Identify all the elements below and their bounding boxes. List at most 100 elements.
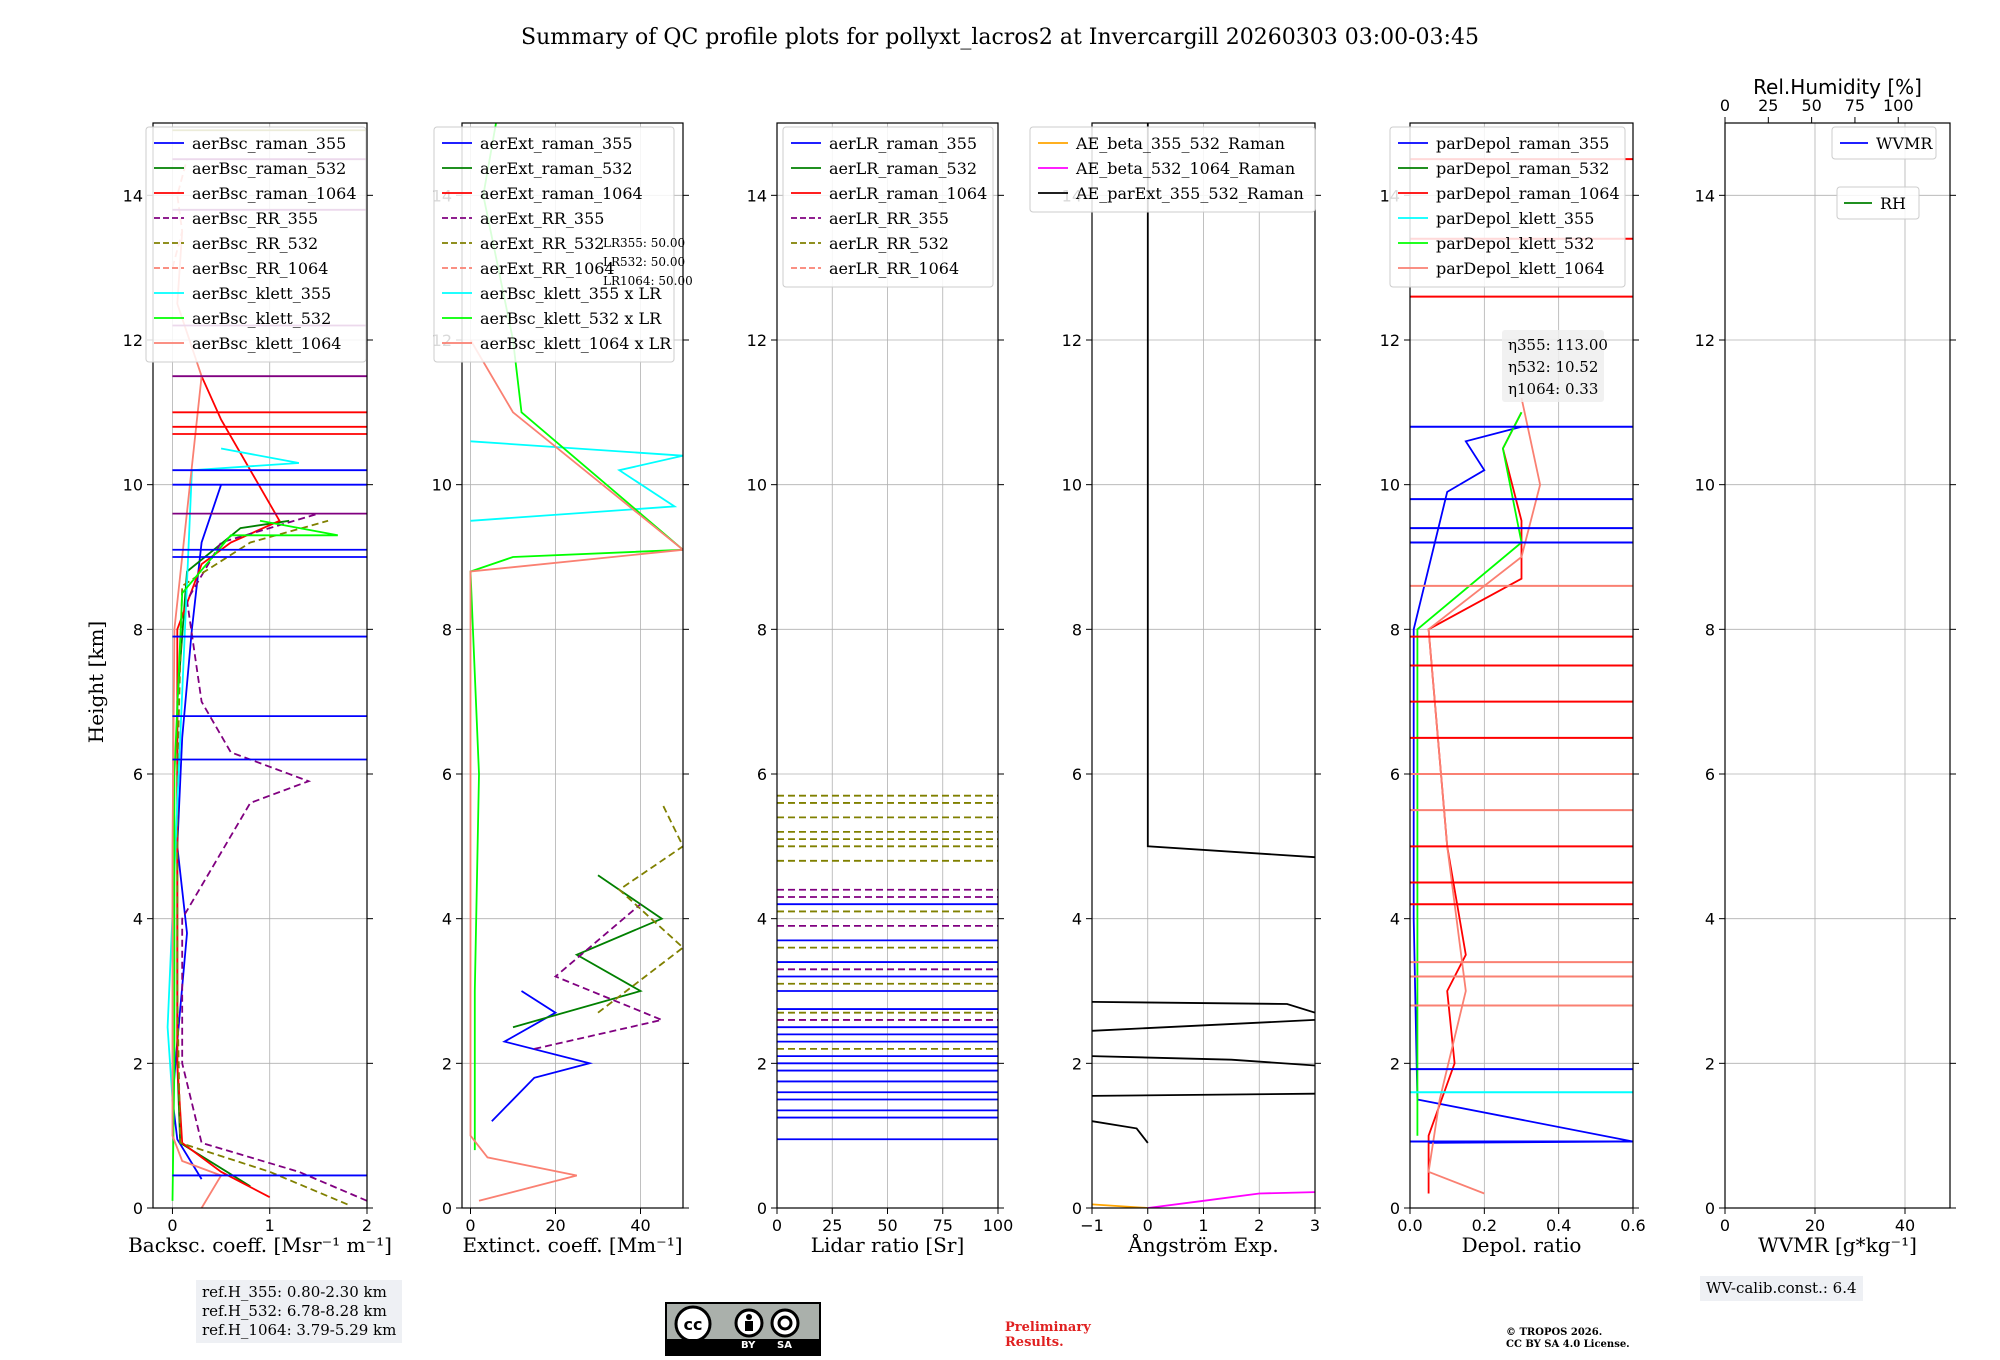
series-aerbsc-rr-355 <box>181 512 367 1202</box>
legend-label-aerlr-raman-532: aerLR_raman_532 <box>829 159 977 178</box>
y-tick-label: 8 <box>1705 620 1715 639</box>
y-tick-label: 0 <box>442 1199 452 1218</box>
x-tick-label: 40 <box>630 1216 650 1235</box>
x-tick-label: 0 <box>772 1216 782 1235</box>
legend-box <box>433 126 675 363</box>
series-aerbsc-klett-1064-x-lr <box>469 339 683 1202</box>
reference-heights-box: ref.H_355: 0.80-2.30 km ref.H_532: 6.78-… <box>196 1280 403 1343</box>
legend-label-aerbsc-klett-532-x-lr: aerBsc_klett_532 x LR <box>480 309 662 328</box>
eta-label: η355: 113.00 <box>1508 336 1608 354</box>
cc-icon <box>674 1305 712 1340</box>
series-ae-parext-step <box>1092 1019 1315 1032</box>
x-tick-label: 0.6 <box>1620 1216 1645 1235</box>
x-axis-label: Extinct. coeff. [Mm⁻¹] <box>462 1233 682 1257</box>
panel-angstrom: −1012302468101214Ångström Exp.AE_beta_35… <box>1029 122 1321 1257</box>
legend-lidar_ratio: aerLR_raman_355 aerLR_raman_532 aerLR_rama… <box>782 126 994 288</box>
legend-label-aerlr-rr-532: aerLR_RR_532 <box>829 234 949 253</box>
lidar-ratio-label: LR355: 50.00 <box>603 236 685 250</box>
legend-label-pardepol-raman-1064: parDepol_raman_1064 <box>1436 184 1620 203</box>
legend-label-aerlr-rr-1064: aerLR_RR_1064 <box>829 259 959 278</box>
copyright-note: © TROPOS 2026. CC BY SA 4.0 License. <box>1506 1327 1630 1351</box>
top-x-tick-label: 0 <box>1720 96 1730 115</box>
top-x-tick-label: 50 <box>1801 96 1821 115</box>
legend-label-ae-beta-532-1064-raman: AE_beta_532_1064_Raman <box>1075 159 1295 178</box>
y-tick-label: 2 <box>1705 1054 1715 1073</box>
series-aerbsc-raman-532 <box>176 519 290 1188</box>
series-ae-parext-step <box>1092 1092 1315 1097</box>
series-pardepol-raman-355 <box>1412 425 1633 1144</box>
x-tick-label: 25 <box>822 1216 842 1235</box>
data-lidar_ratio <box>777 794 998 1141</box>
axes-frame <box>776 122 999 1209</box>
series-ae-parext-step <box>1146 123 1315 859</box>
y-tick-label: 6 <box>1705 765 1715 784</box>
legend-label-aerbsc-rr-1064: aerBsc_RR_1064 <box>192 259 328 278</box>
share-alike-icon <box>770 1308 800 1338</box>
y-tick-label: 6 <box>133 765 143 784</box>
legend-label-wvmr: WVMR <box>1876 134 1933 153</box>
panel-depolarization: 0.00.20.40.602468101214Depol. ratioparDe… <box>1380 122 1646 1257</box>
y-tick-label: 12 <box>123 331 143 350</box>
x-tick-label: 0 <box>1720 1216 1730 1235</box>
legend-label-aerext-raman-355: aerExt_raman_355 <box>480 134 633 153</box>
y-tick-label: 0 <box>1072 1199 1082 1218</box>
legend-label-aerext-rr-1064: aerExt_RR_1064 <box>480 259 615 278</box>
y-tick-label: 4 <box>442 910 452 929</box>
y-tick-label: 10 <box>1380 476 1400 495</box>
cc-badge-bar: BY SA <box>667 1339 819 1354</box>
legend-label-pardepol-klett-532: parDepol_klett_532 <box>1436 234 1594 253</box>
x-tick-label: 0.4 <box>1546 1216 1571 1235</box>
preliminary-results-note: Preliminary Results. <box>1005 1320 1091 1350</box>
x-axis-label: Depol. ratio <box>1462 1233 1582 1257</box>
y-tick-label: 10 <box>1062 476 1082 495</box>
axes-frame <box>461 122 684 1209</box>
legend-label-aerext-rr-532: aerExt_RR_532 <box>480 234 604 253</box>
x-tick-label: 20 <box>1805 1216 1825 1235</box>
legend-label-ae-beta-355-532-raman: AE_beta_355_532_Raman <box>1075 134 1285 153</box>
y-tick-label: 2 <box>1390 1054 1400 1073</box>
legend-box <box>1389 126 1626 288</box>
wv-calibration-box: WV-calib.const.: 6.4 <box>1700 1276 1863 1301</box>
ref-height-532: ref.H_532: 6.78-8.28 km <box>202 1302 387 1320</box>
series-ae-parext-step <box>1092 1055 1315 1067</box>
x-tick-label: 0.0 <box>1397 1216 1422 1235</box>
x-tick-label: −1 <box>1080 1216 1104 1235</box>
legend-label-pardepol-klett-355: parDepol_klett_355 <box>1436 209 1594 228</box>
x-axis-label: Backsc. coeff. [Msr⁻¹ m⁻¹] <box>128 1233 392 1257</box>
y-tick-label: 12 <box>747 331 767 350</box>
data-depolarization <box>1410 158 1633 1195</box>
top-x-axis-label: Rel.Humidity [%] <box>1753 75 1922 99</box>
x-tick-label: 3 <box>1310 1216 1320 1235</box>
x-tick-label: 2 <box>362 1216 372 1235</box>
panel-extinction: 0204002468101214Extinct. coeff. [Mm⁻¹]ae… <box>432 122 693 1257</box>
y-tick-label: 0 <box>757 1199 767 1218</box>
series-ae-parext-355-532-raman <box>1092 1120 1149 1144</box>
y-tick-label: 2 <box>1072 1054 1082 1073</box>
x-tick-label: 1 <box>265 1216 275 1235</box>
x-axis-label: Lidar ratio [Sr] <box>811 1233 965 1257</box>
legend-water_vapor: WVMR RH <box>1831 126 1937 220</box>
legend-backscatter: aerBsc_raman_355 aerBsc_raman_532 aerBsc_r… <box>145 126 367 363</box>
badge-sa: SA <box>777 1340 792 1351</box>
axes-frame <box>1091 122 1316 1209</box>
legend-box <box>782 126 994 288</box>
preliminary-line-2: Results. <box>1005 1335 1064 1350</box>
series-aerbsc-klett-355-x-lr <box>470 440 683 522</box>
legend-label-aerbsc-raman-532: aerBsc_raman_532 <box>192 159 346 178</box>
legend-label-aerext-rr-355: aerExt_RR_355 <box>480 209 604 228</box>
series-aerext-raman-532 <box>512 874 664 1029</box>
ref-height-355: ref.H_355: 0.80-2.30 km <box>202 1283 387 1301</box>
y-tick-label: 10 <box>747 476 767 495</box>
y-tick-label: 2 <box>757 1054 767 1073</box>
legend-box <box>1836 186 1920 220</box>
y-tick-label: 6 <box>1072 765 1082 784</box>
svg-text:cc: cc <box>684 1315 703 1334</box>
y-tick-label: 4 <box>1072 910 1082 929</box>
legend-label-aerbsc-rr-532: aerBsc_RR_532 <box>192 234 318 253</box>
y-tick-label: 0 <box>133 1199 143 1218</box>
top-x-tick-label: 75 <box>1845 96 1865 115</box>
legend-label-rh: RH <box>1880 194 1906 213</box>
y-tick-label: 12 <box>1062 331 1082 350</box>
